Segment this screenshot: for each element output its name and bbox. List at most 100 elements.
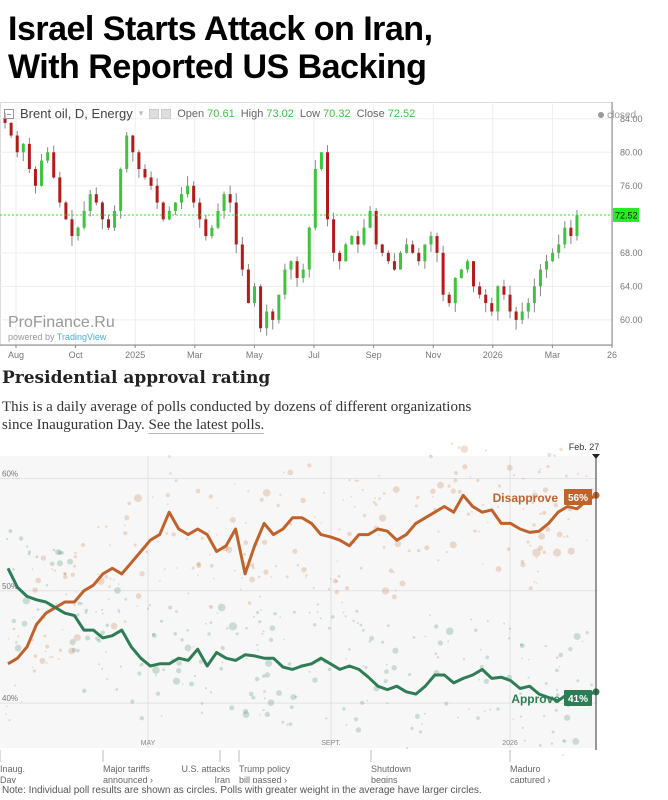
poll-dot	[174, 479, 178, 483]
poll-dot	[265, 659, 273, 667]
poll-dot	[73, 564, 77, 568]
approve-badge	[564, 690, 592, 706]
poll-dot	[31, 638, 35, 642]
poll-dot	[542, 510, 547, 516]
poll-dot	[175, 610, 178, 613]
poll-dot	[424, 545, 430, 551]
poll-dot	[27, 550, 32, 554]
candle-body	[514, 311, 518, 320]
poll-dot	[542, 714, 546, 717]
poll-dot	[230, 517, 236, 523]
candle-body	[277, 294, 281, 320]
poll-dot	[101, 608, 104, 611]
poll-dot	[553, 502, 558, 508]
headline-line-2: With Reported US Backing	[8, 48, 427, 86]
poll-dot	[477, 530, 480, 533]
tradingview-link[interactable]: TradingView	[56, 332, 107, 342]
poll-dot	[73, 603, 76, 606]
poll-dot	[392, 647, 399, 654]
poll-dot	[474, 628, 478, 632]
candle-body	[198, 202, 202, 220]
candle-body	[149, 177, 153, 186]
poll-dot	[80, 542, 86, 548]
poll-dot	[327, 626, 331, 630]
poll-dot	[8, 529, 13, 534]
poll-dot	[97, 638, 102, 643]
candle-body	[246, 269, 250, 304]
high-value: 73.02	[266, 107, 294, 120]
poll-dot	[286, 723, 289, 726]
latest-polls-link[interactable]: See the latest polls.	[148, 417, 265, 434]
poll-dot	[76, 613, 80, 617]
poll-dot	[176, 667, 182, 674]
approve-line	[6, 567, 597, 703]
poll-dot	[55, 549, 62, 556]
poll-dot	[25, 545, 29, 548]
approval-chart-canvas[interactable]: 60% 50% 40% MAY SEPT. 2026 Feb. 27 Disapprove 56…	[0, 433, 668, 785]
poll-dot	[229, 705, 235, 711]
last-price-badge	[613, 207, 639, 222]
poll-dot	[497, 484, 502, 488]
poll-dot	[261, 674, 266, 678]
settings-icon[interactable]	[161, 108, 172, 119]
poll-dot	[254, 676, 260, 682]
poll-dot	[424, 635, 427, 638]
candle-body	[9, 122, 13, 136]
approval-description: This is a daily average of polls conduct…	[2, 398, 472, 434]
collapse-icon[interactable]	[4, 108, 14, 119]
poll-dot	[553, 454, 557, 457]
poll-dot	[84, 611, 88, 614]
poll-dot	[71, 647, 77, 653]
poll-dot	[189, 681, 195, 687]
poll-dot	[262, 630, 265, 633]
poll-dot	[248, 691, 254, 697]
poll-dot	[292, 548, 298, 554]
poll-dot	[533, 490, 535, 492]
poll-dot	[168, 455, 171, 458]
oil-chart-canvas[interactable]: Aug Oct 2025 Mar May Jul Sep Nov 2026 Mar 26 84.00 8…	[0, 102, 668, 364]
poll-dot	[273, 612, 277, 616]
candle-body	[222, 194, 226, 211]
x-tick-label: MAY	[141, 740, 156, 747]
poll-dot	[45, 644, 50, 649]
poll-dot	[355, 609, 359, 613]
candle-body	[532, 286, 536, 304]
poll-dot	[445, 627, 454, 636]
candle-body	[143, 169, 147, 178]
poll-dot	[165, 532, 169, 535]
poll-dot	[342, 498, 344, 501]
candle-body	[33, 169, 37, 186]
poll-dot	[48, 656, 51, 659]
dropdown-arrow-icon[interactable]: ▾	[138, 108, 144, 118]
poll-dot	[384, 669, 389, 674]
candle-body	[100, 202, 104, 220]
poll-dot	[45, 584, 49, 587]
poll-dot	[414, 713, 420, 719]
poll-dot	[362, 664, 365, 668]
poll-dot	[5, 712, 8, 715]
poll-dot	[476, 716, 480, 720]
symbol-label[interactable]: Brent oil, D, Energy	[20, 106, 133, 121]
poll-dot	[329, 577, 332, 580]
poll-dot	[319, 617, 322, 620]
poll-dot	[537, 470, 541, 474]
plot-background	[0, 456, 596, 748]
visibility-icon[interactable]	[149, 108, 160, 119]
poll-dot	[327, 667, 332, 672]
powered-by[interactable]: powered by TradingView	[8, 332, 115, 342]
poll-dot	[207, 632, 211, 636]
poll-dot	[296, 563, 300, 567]
poll-dot	[353, 505, 356, 508]
poll-dot	[55, 602, 58, 605]
candle-body	[192, 185, 196, 203]
poll-dot	[542, 487, 549, 493]
poll-dot	[95, 636, 100, 641]
poll-dot	[200, 711, 204, 714]
candle-body	[186, 185, 190, 195]
poll-dot	[258, 620, 262, 624]
poll-dot	[305, 573, 308, 577]
poll-dot	[327, 587, 331, 591]
poll-dot	[77, 601, 81, 606]
poll-dot	[361, 628, 365, 632]
candle-body	[478, 286, 482, 295]
